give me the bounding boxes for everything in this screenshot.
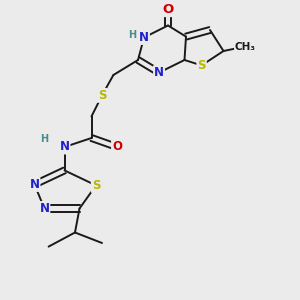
Text: N: N bbox=[59, 140, 70, 154]
Text: N: N bbox=[29, 178, 40, 191]
Text: O: O bbox=[162, 3, 174, 16]
Text: S: S bbox=[98, 89, 106, 102]
Text: CH₃: CH₃ bbox=[235, 41, 256, 52]
Text: N: N bbox=[154, 66, 164, 79]
Text: N: N bbox=[39, 202, 50, 215]
Text: H: H bbox=[40, 134, 49, 144]
Text: S: S bbox=[92, 179, 100, 192]
Text: N: N bbox=[139, 31, 149, 44]
Text: S: S bbox=[197, 59, 206, 72]
Text: O: O bbox=[112, 140, 122, 154]
Text: H: H bbox=[128, 29, 137, 40]
